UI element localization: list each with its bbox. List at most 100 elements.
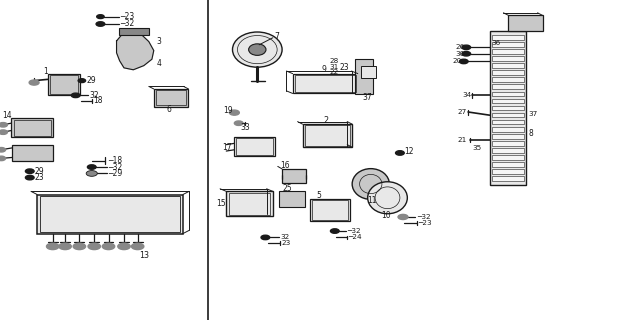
Text: 16: 16 xyxy=(280,161,290,170)
Text: 17: 17 xyxy=(222,143,232,152)
Text: 32: 32 xyxy=(89,91,99,100)
Text: 23: 23 xyxy=(281,240,291,246)
Text: ─32: ─32 xyxy=(108,163,122,172)
Bar xyxy=(154,89,188,107)
Bar xyxy=(492,113,524,117)
Circle shape xyxy=(462,52,471,56)
Bar xyxy=(11,118,53,137)
Circle shape xyxy=(330,229,339,233)
Bar xyxy=(492,141,524,146)
Bar xyxy=(293,74,358,93)
Bar xyxy=(492,35,524,40)
Bar xyxy=(492,92,524,96)
Bar xyxy=(492,155,524,160)
Bar xyxy=(236,138,273,155)
Bar xyxy=(492,77,524,82)
Circle shape xyxy=(87,165,96,169)
Text: ─24: ─24 xyxy=(348,235,362,240)
Bar xyxy=(492,162,524,167)
Bar xyxy=(492,63,524,68)
Ellipse shape xyxy=(352,169,389,199)
Bar xyxy=(508,15,542,31)
Circle shape xyxy=(78,79,86,83)
Bar xyxy=(490,31,526,185)
Bar xyxy=(492,127,524,132)
Text: 2: 2 xyxy=(324,116,329,125)
Text: 15: 15 xyxy=(216,199,226,208)
Bar xyxy=(37,195,183,234)
Circle shape xyxy=(25,169,34,173)
Text: 29: 29 xyxy=(35,167,45,176)
Circle shape xyxy=(73,243,86,250)
Text: 35: 35 xyxy=(472,145,482,151)
Text: 32: 32 xyxy=(280,235,290,240)
Bar xyxy=(40,196,180,232)
Circle shape xyxy=(0,148,6,152)
Bar xyxy=(310,199,350,221)
Text: ─32: ─32 xyxy=(347,228,361,234)
Text: 20: 20 xyxy=(453,59,462,64)
Text: 8: 8 xyxy=(528,129,533,138)
Ellipse shape xyxy=(368,182,407,214)
Text: 31: 31 xyxy=(330,64,339,69)
Polygon shape xyxy=(117,31,154,70)
Bar xyxy=(50,75,78,94)
Text: 22: 22 xyxy=(330,69,339,75)
Text: 7: 7 xyxy=(274,32,279,41)
Circle shape xyxy=(0,123,7,127)
Text: 9: 9 xyxy=(321,65,326,74)
Text: 34: 34 xyxy=(462,92,471,98)
Circle shape xyxy=(0,130,7,134)
Bar xyxy=(492,70,524,75)
Bar xyxy=(492,148,524,153)
Text: 13: 13 xyxy=(140,252,149,260)
Ellipse shape xyxy=(86,171,97,176)
Text: 1: 1 xyxy=(43,67,48,76)
Text: 18: 18 xyxy=(93,96,102,105)
Text: 30: 30 xyxy=(456,51,465,57)
Bar xyxy=(226,191,273,216)
Bar xyxy=(14,120,51,136)
Text: 37: 37 xyxy=(363,93,373,102)
Bar xyxy=(294,75,356,92)
Text: 10: 10 xyxy=(381,211,391,220)
Text: ─23: ─23 xyxy=(120,12,134,21)
Text: 28: 28 xyxy=(330,58,339,64)
Text: ─18: ─18 xyxy=(108,156,123,165)
Circle shape xyxy=(25,175,34,180)
Text: 23: 23 xyxy=(35,173,45,182)
Bar xyxy=(492,169,524,174)
Bar xyxy=(156,90,186,105)
Circle shape xyxy=(96,22,105,26)
Bar xyxy=(234,137,275,156)
Bar xyxy=(361,66,376,78)
Text: 14: 14 xyxy=(2,111,12,120)
Bar xyxy=(279,191,305,207)
Circle shape xyxy=(29,80,39,85)
Text: 33: 33 xyxy=(241,123,250,132)
Text: 23: 23 xyxy=(340,63,350,72)
Bar xyxy=(229,193,270,215)
Text: ─29: ─29 xyxy=(108,169,122,178)
Text: ─23: ─23 xyxy=(418,220,432,226)
Text: 11: 11 xyxy=(367,196,376,205)
Text: 36: 36 xyxy=(491,40,500,46)
Bar xyxy=(492,84,524,89)
Circle shape xyxy=(0,156,6,161)
Text: 21: 21 xyxy=(458,137,467,143)
Text: ─32: ─32 xyxy=(120,20,134,28)
Circle shape xyxy=(261,235,270,240)
Bar xyxy=(282,169,306,183)
Circle shape xyxy=(102,243,115,250)
Text: 25: 25 xyxy=(282,184,292,193)
Bar xyxy=(12,145,53,161)
Circle shape xyxy=(46,243,59,250)
Text: 3: 3 xyxy=(156,37,161,46)
Circle shape xyxy=(229,110,239,115)
Circle shape xyxy=(234,121,243,125)
Bar xyxy=(492,106,524,110)
Text: 19: 19 xyxy=(223,106,233,115)
Text: 5: 5 xyxy=(316,191,321,200)
Text: 37: 37 xyxy=(528,111,538,116)
Text: 26: 26 xyxy=(456,44,465,50)
